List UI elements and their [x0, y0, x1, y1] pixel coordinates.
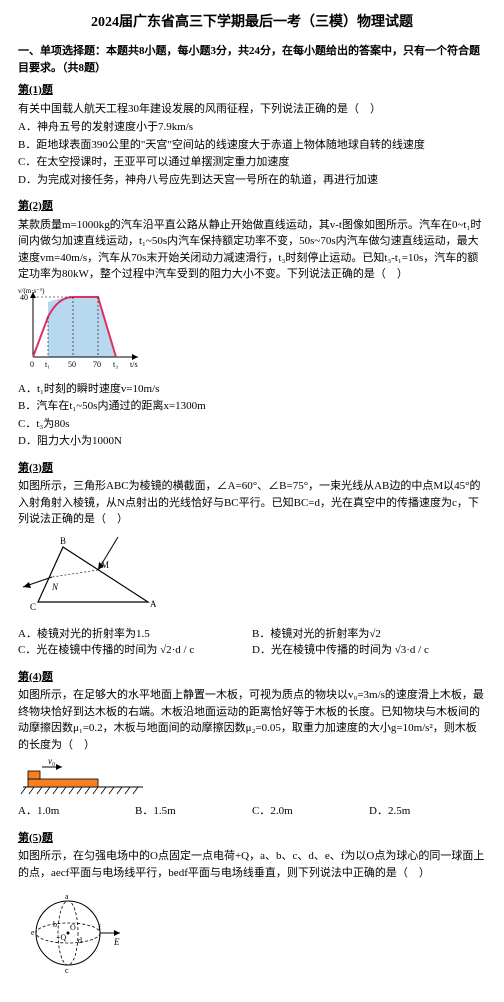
q4-opt-c: C．2.0m: [252, 803, 369, 820]
q5-stem: 如图所示，在匀强电场中的O点固定一点电荷+Q，a、b、c、d、e、f为以O点为球…: [18, 848, 486, 881]
q5-Q: +Q: [56, 933, 67, 942]
q5-a: a: [65, 892, 69, 901]
q3-diagram: B A C M N: [18, 532, 168, 622]
q1-opt-a: A．神舟五号的发射速度小于7.9km/s: [18, 119, 486, 136]
q3-opt-a: A．棱镜对光的折射率为1.5: [18, 626, 252, 643]
q3-N: N: [51, 582, 59, 592]
q2-opt-c: C．t₃为80s: [18, 416, 486, 433]
q4-stem: 如图所示，在足够大的水平地面上静置一木板，可视为质点的物块以v₀=3m/s的速度…: [18, 687, 486, 753]
q3-B: B: [60, 536, 66, 546]
q4-opt-a: A．1.0m: [18, 803, 135, 820]
q3-C: C: [30, 602, 36, 612]
q3-opt-d: D．光在棱镜中传播的时间为 √3·d / c: [252, 642, 486, 659]
q5-f: f: [98, 923, 101, 932]
q3-label: 第(3)题: [18, 460, 486, 477]
q2-options: A．t₁时刻的瞬时速度v=10m/s B．汽车在t₁~50s内通过的距离x=13…: [18, 381, 486, 450]
q1-stem: 有关中国载人航天工程30年建设发展的风雨征程，下列说法正确的是（ ）: [18, 101, 486, 118]
q3-opt-b: B．棱镜对光的折射率为√2: [252, 626, 486, 643]
q4-diagram: v₀: [18, 757, 148, 799]
q5-E: E: [113, 937, 120, 947]
q2-ylabel: v/(m·s⁻¹): [18, 287, 45, 295]
q2-x70: 70: [93, 360, 101, 369]
section-1-heading: 一、单项选择题：本题共8小题，每小题3分，共24分，在每小题给出的答案中，只有一…: [18, 43, 486, 76]
q4-opt-d: D．2.5m: [369, 803, 486, 820]
q2-opt-a: A．t₁时刻的瞬时速度v=10m/s: [18, 381, 486, 398]
question-2: 第(2)题 某款质量m=1000kg的汽车沿平直公路从静止开始做直线运动，其v-…: [18, 198, 486, 450]
q2-stem: 某款质量m=1000kg的汽车沿平直公路从静止开始做直线运动，其v-t图像如图所…: [18, 217, 486, 283]
q5-diagram: a c e f b d O +Q E: [18, 885, 128, 980]
q3-stem: 如图所示，三角形ABC为棱镜的横截面，∠A=60°、∠B=75°，一束光线从AB…: [18, 478, 486, 528]
question-4: 第(4)题 如图所示，在足够大的水平地面上静置一木板，可视为质点的物块以v₀=3…: [18, 669, 486, 820]
q2-x50: 50: [68, 360, 76, 369]
q2-chart: 40 v/(m·s⁻¹) 0 t₁ 50 70 t₃ t/s: [18, 287, 148, 377]
q1-opt-b: B．距地球表面390公里的"天宫"空间站的线速度大于赤道上物体随地球自转的线速度: [18, 137, 486, 154]
q2-opt-b: B．汽车在t₁~50s内通过的距离x=1300m: [18, 398, 486, 415]
q2-xt3: t₃: [113, 360, 118, 369]
q2-x0: 0: [30, 360, 34, 369]
q3-opt-c: C．光在棱镜中传播的时间为 √2·d / c: [18, 642, 252, 659]
q1-options: A．神舟五号的发射速度小于7.9km/s B．距地球表面390公里的"天宫"空间…: [18, 119, 486, 188]
question-3: 第(3)题 如图所示，三角形ABC为棱镜的横截面，∠A=60°、∠B=75°，一…: [18, 460, 486, 659]
q5-e: e: [31, 928, 35, 937]
q4-options: A．1.0m B．1.5m C．2.0m D．2.5m: [18, 803, 486, 820]
q1-opt-c: C．在太空授课时，王亚平可以通过单摆测定重力加速度: [18, 154, 486, 171]
q2-xunit: t/s: [130, 360, 138, 369]
question-5: 第(5)题 如图所示，在匀强电场中的O点固定一点电荷+Q，a、b、c、d、e、f…: [18, 830, 486, 981]
q2-opt-d: D．阻力大小为1000N: [18, 433, 486, 450]
q3-options: A．棱镜对光的折射率为1.5 B．棱镜对光的折射率为√2 C．光在棱镜中传播的时…: [18, 626, 486, 659]
q4-v0: v₀: [48, 757, 55, 766]
q5-d: d: [78, 936, 82, 945]
page-title: 2024届广东省高三下学期最后一考（三模）物理试题: [18, 12, 486, 33]
q4-label: 第(4)题: [18, 669, 486, 686]
q3-A: A: [150, 599, 157, 609]
q5-b: b: [53, 920, 57, 929]
question-1: 第(1)题 有关中国载人航天工程30年建设发展的风雨征程，下列说法正确的是（ ）…: [18, 82, 486, 188]
q3-M: M: [101, 560, 109, 570]
q5-O: O: [70, 923, 76, 932]
q2-label: 第(2)题: [18, 198, 486, 215]
q4-opt-b: B．1.5m: [135, 803, 252, 820]
q1-label: 第(1)题: [18, 82, 486, 99]
q5-label: 第(5)题: [18, 830, 486, 847]
q5-c: c: [65, 966, 69, 975]
q1-opt-d: D．为完成对接任务，神舟八号应先到达天宫一号所在的轨道，再进行加速: [18, 172, 486, 189]
q2-xt1: t₁: [45, 360, 50, 369]
